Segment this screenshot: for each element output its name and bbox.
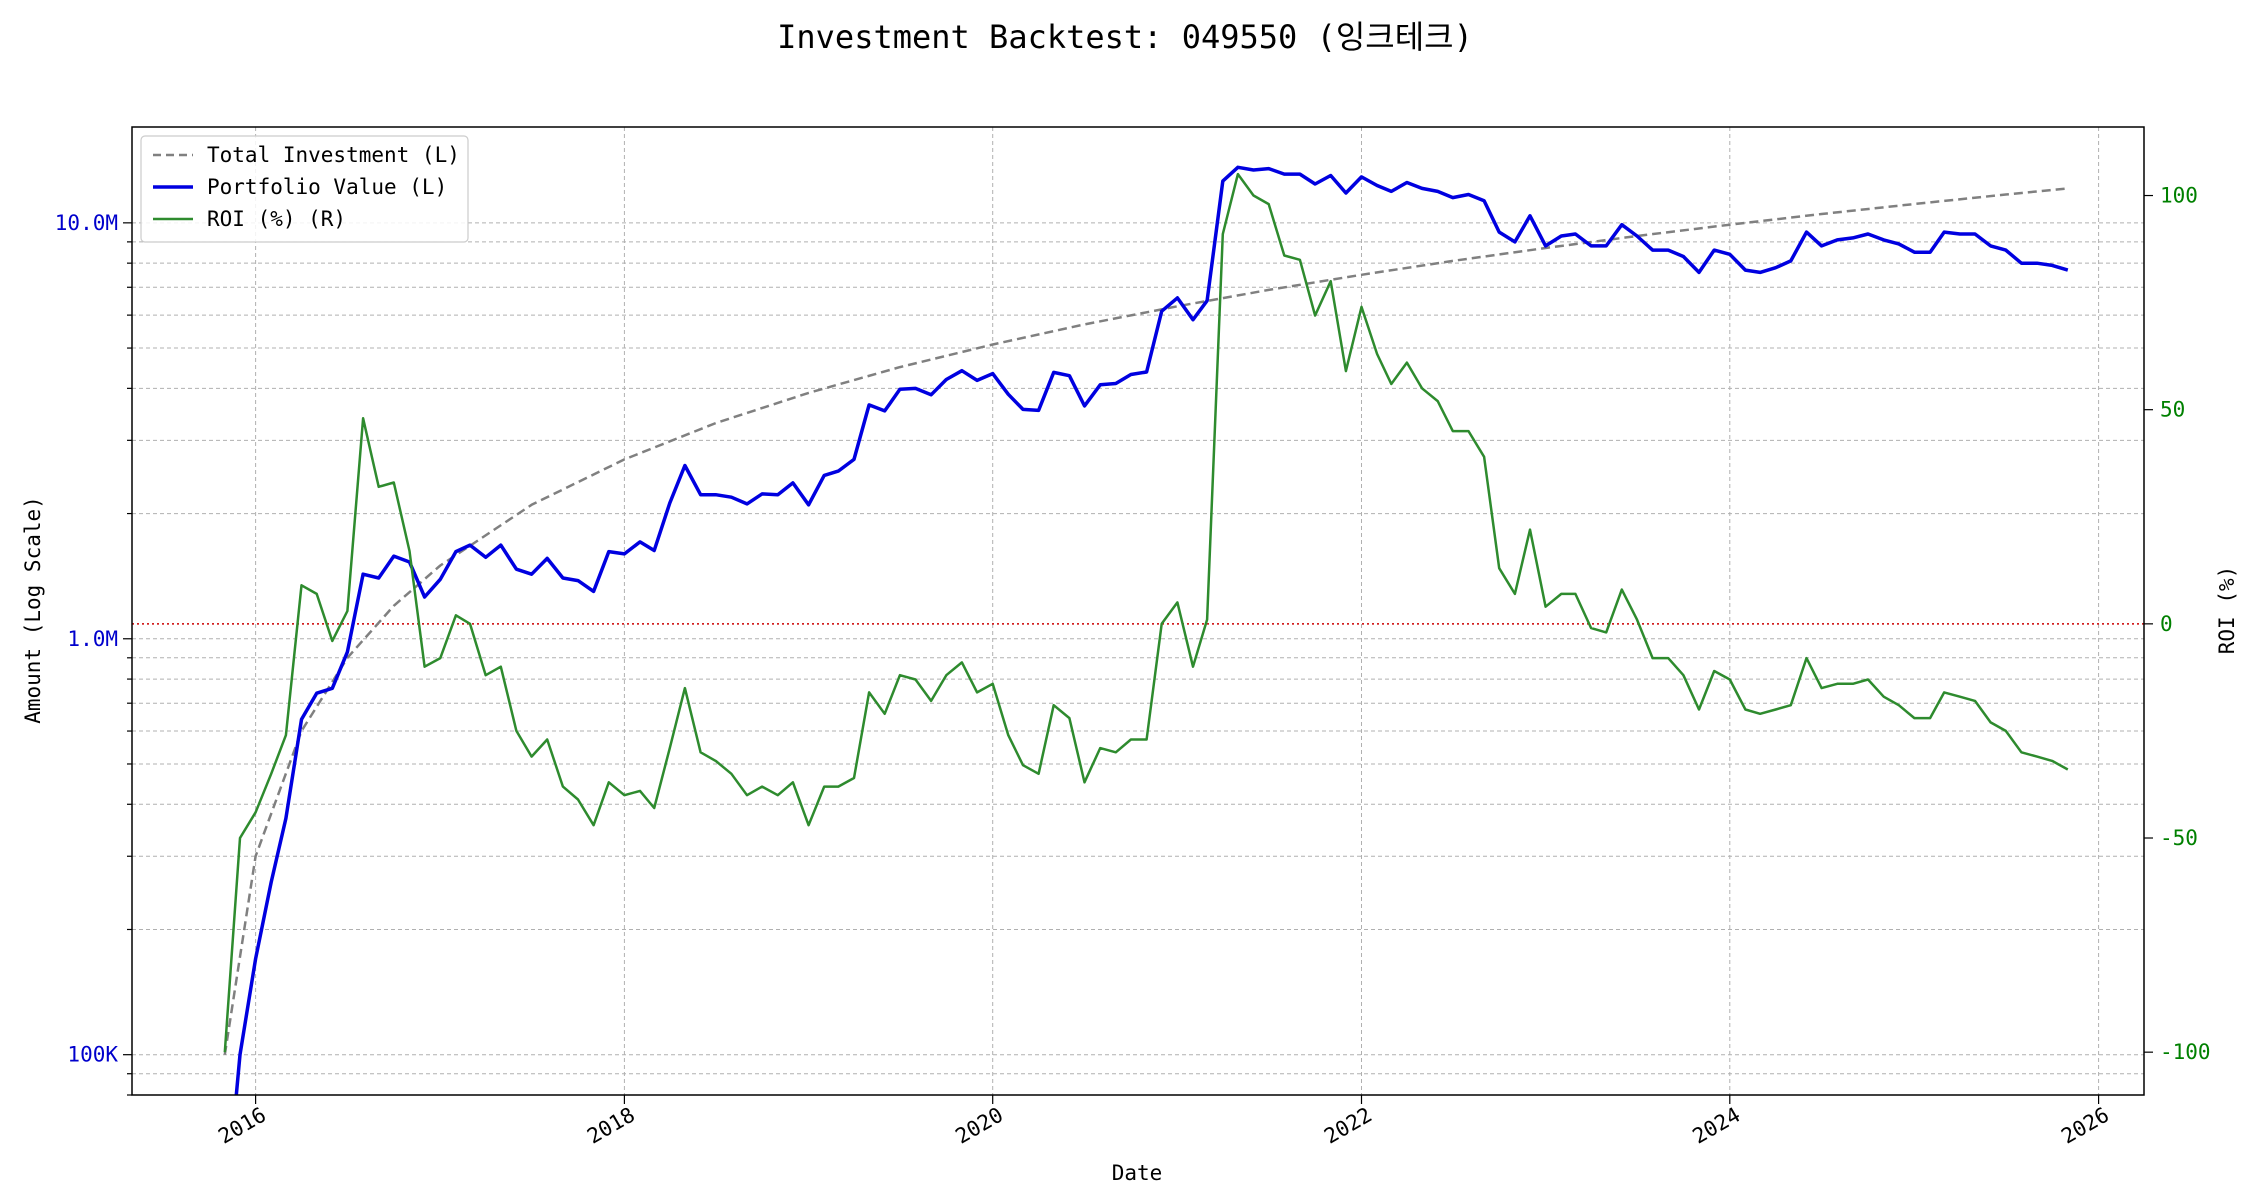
x-tick-label: 2024 [1688,1103,1744,1149]
plot-frame [131,126,2145,1096]
legend-label: Portfolio Value (L) [207,175,447,199]
portfolio-value-line [234,165,2069,1095]
right-tick-label: 100 [2160,184,2198,208]
left-tick-label: 1.0M [67,627,118,651]
left-y-axis-label: Amount (Log Scale) [21,496,45,724]
series-layer [223,165,2069,1095]
total-investment-line [223,187,2068,1055]
right-tick-label: -100 [2160,1040,2211,1064]
x-tick-label: 2018 [583,1103,639,1149]
right-tick-label: 0 [2160,612,2173,636]
legend-label: ROI (%) (R) [207,207,346,231]
x-axis-label: Date [1112,1161,1163,1185]
legend: Total Investment (L) Portfolio Value (L) R… [140,135,469,243]
roi-line [223,172,2069,1053]
x-tick-label: 2020 [951,1103,1007,1149]
legend-label: Total Investment (L) [207,143,460,167]
left-y-axis: 100K 1.0M 10.0M [55,211,132,1096]
left-tick-label: 100K [67,1043,118,1067]
right-tick-label: 50 [2160,398,2185,422]
chart-title: Investment Backtest: 049550 (잉크테크) [777,18,1473,56]
right-y-axis: -100 -50 0 50 100 [2144,184,2211,1064]
x-tick-label: 2022 [1320,1103,1376,1149]
x-tick-label: 2016 [214,1103,270,1149]
x-tick-label: 2026 [2057,1103,2113,1149]
left-tick-label: 10.0M [55,211,118,235]
x-axis: 2016 2018 2020 2022 2024 2026 [214,1095,2113,1149]
right-y-axis-label: ROI (%) [2215,566,2239,655]
grid-layer [132,127,2144,1096]
right-tick-label: -50 [2160,826,2198,850]
legend-box [140,135,469,243]
